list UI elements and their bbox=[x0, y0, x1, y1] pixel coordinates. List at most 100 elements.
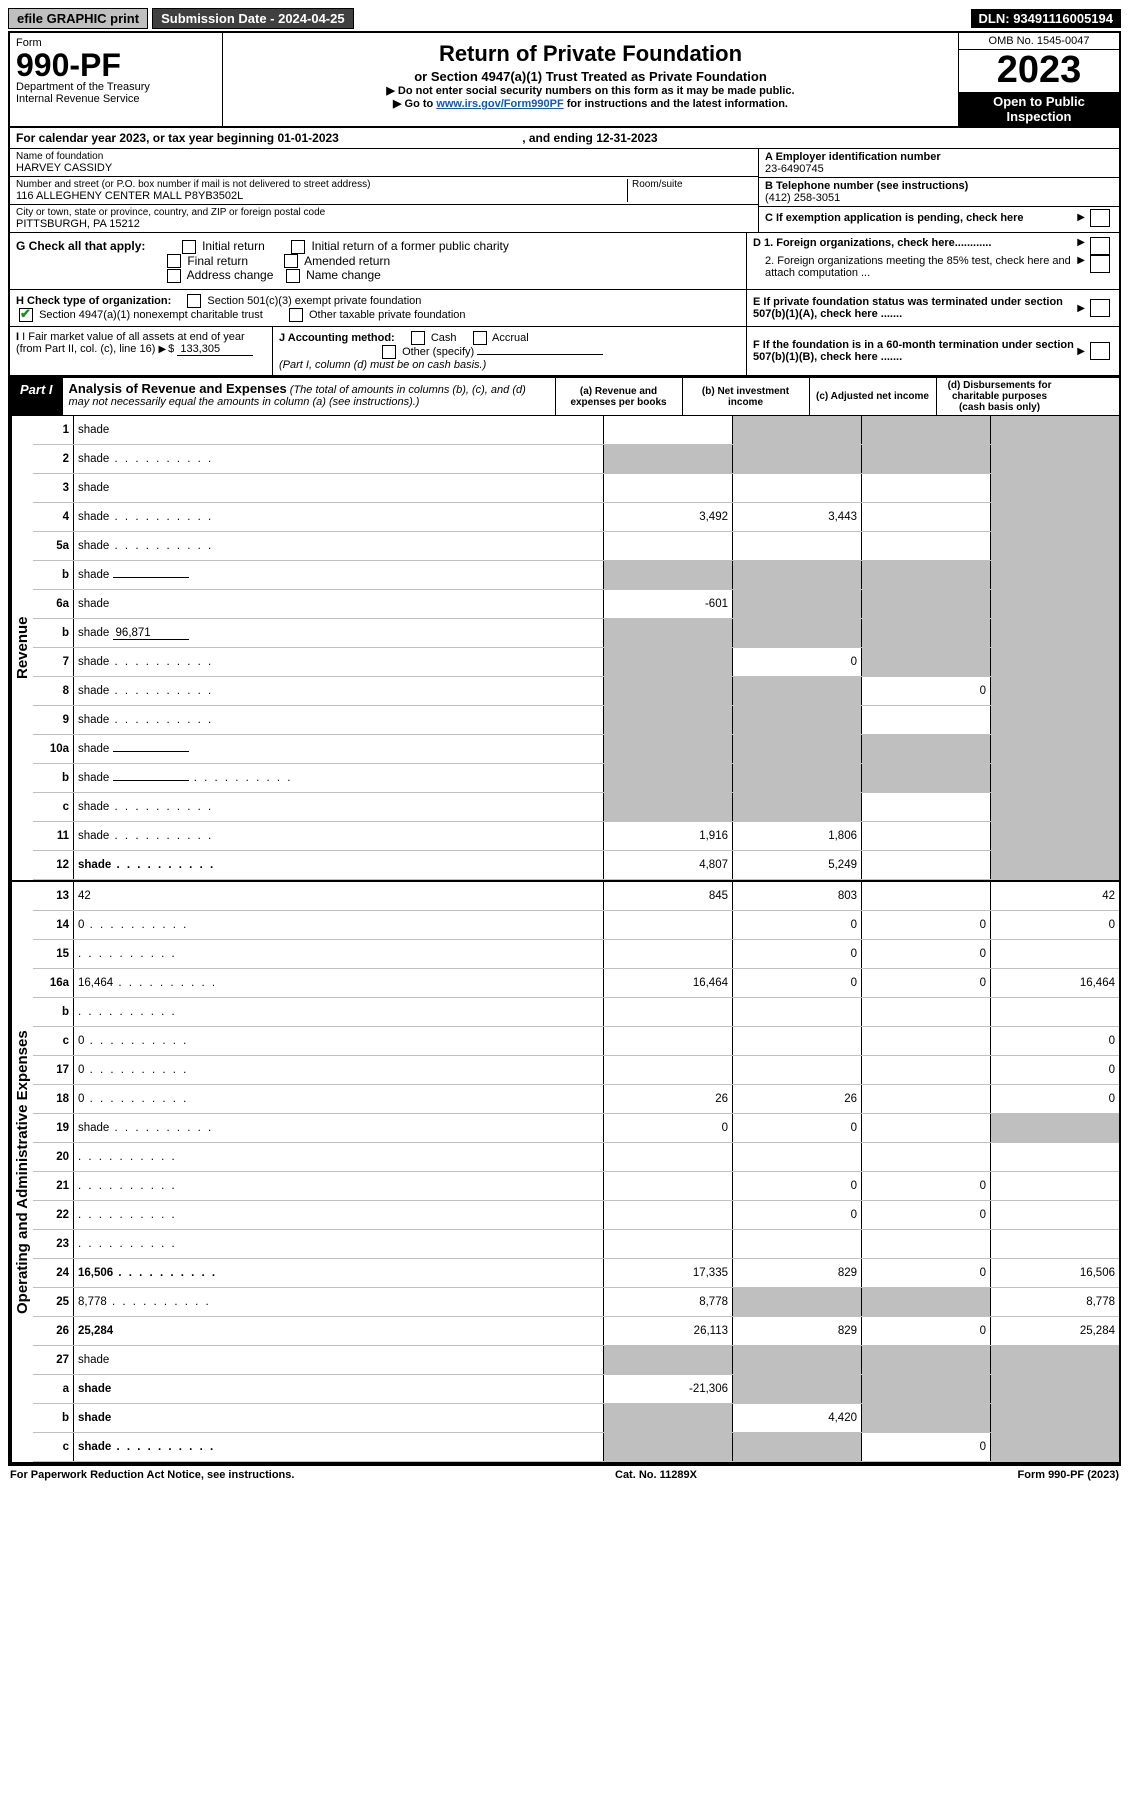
table-row: 2shade bbox=[33, 445, 1119, 474]
expenses-table: 134284580342140000150016a16,46416,464001… bbox=[33, 882, 1119, 1462]
shaded-cell bbox=[862, 590, 991, 619]
inline-amount bbox=[113, 577, 189, 578]
e-checkbox[interactable] bbox=[1090, 299, 1110, 317]
d2-checkbox[interactable] bbox=[1090, 255, 1110, 273]
line-desc: shade bbox=[74, 677, 604, 706]
value-cell bbox=[604, 1230, 733, 1259]
line-desc: shade bbox=[74, 706, 604, 735]
omb-number: OMB No. 1545-0047 bbox=[959, 33, 1119, 50]
line-desc: shade bbox=[74, 1375, 604, 1404]
dln-badge: DLN: 93491116005194 bbox=[971, 9, 1121, 28]
info-right-col: A Employer identification number 23-6490… bbox=[758, 149, 1119, 232]
value-cell: 803 bbox=[733, 882, 862, 911]
line-number: c bbox=[33, 1027, 74, 1056]
table-row: 19shade00 bbox=[33, 1114, 1119, 1143]
shaded-cell bbox=[991, 561, 1120, 590]
h-e-row: H Check type of organization: Section 50… bbox=[10, 290, 1119, 327]
g-initial-former-cb[interactable] bbox=[291, 240, 305, 254]
line-desc: shade bbox=[74, 793, 604, 822]
value-cell: 0 bbox=[862, 969, 991, 998]
value-cell: 0 bbox=[604, 1114, 733, 1143]
line-number: 14 bbox=[33, 911, 74, 940]
part-1-label: Part I bbox=[10, 378, 63, 415]
shaded-cell bbox=[991, 648, 1120, 677]
f-checkbox[interactable] bbox=[1090, 342, 1110, 360]
tax-year: 2023 bbox=[959, 50, 1119, 92]
value-cell: 17,335 bbox=[604, 1259, 733, 1288]
table-row: cshade bbox=[33, 793, 1119, 822]
table-row: bshade4,420 bbox=[33, 1404, 1119, 1433]
value-cell bbox=[604, 1143, 733, 1172]
foundation-name-cell: Name of foundation HARVEY CASSIDY bbox=[10, 149, 758, 177]
table-row: 20 bbox=[33, 1143, 1119, 1172]
irs-link[interactable]: www.irs.gov/Form990PF bbox=[436, 98, 563, 110]
arrow-icon bbox=[1077, 212, 1087, 223]
info-left-col: Name of foundation HARVEY CASSIDY Number… bbox=[10, 149, 758, 232]
value-cell: 845 bbox=[604, 882, 733, 911]
value-cell bbox=[733, 1143, 862, 1172]
value-cell: 0 bbox=[733, 648, 862, 677]
d1-checkbox[interactable] bbox=[1090, 237, 1110, 255]
table-row: 11shade1,9161,806 bbox=[33, 822, 1119, 851]
value-cell bbox=[733, 532, 862, 561]
g-address-change-cb[interactable] bbox=[167, 269, 181, 283]
g-amended-cb[interactable] bbox=[284, 254, 298, 268]
line-number: 8 bbox=[33, 677, 74, 706]
shaded-cell bbox=[991, 1346, 1120, 1375]
shaded-cell bbox=[991, 1114, 1120, 1143]
arrow-icon bbox=[1077, 346, 1087, 357]
table-row: 16a16,46416,4640016,464 bbox=[33, 969, 1119, 998]
header-left: Form 990-PF Department of the Treasury I… bbox=[10, 33, 223, 126]
line-desc: 42 bbox=[74, 882, 604, 911]
line-desc: 0 bbox=[74, 1085, 604, 1114]
value-cell: 0 bbox=[862, 911, 991, 940]
j-accrual-cb[interactable] bbox=[473, 331, 487, 345]
footer-left: For Paperwork Reduction Act Notice, see … bbox=[10, 1469, 294, 1481]
value-cell: 0 bbox=[733, 1172, 862, 1201]
shaded-cell bbox=[862, 416, 991, 445]
col-b-header: (b) Net investment income bbox=[682, 378, 809, 415]
table-row: 9shade bbox=[33, 706, 1119, 735]
line-desc: shade bbox=[74, 474, 604, 503]
h-501c3-cb[interactable] bbox=[187, 294, 201, 308]
arrow-icon bbox=[1077, 303, 1087, 314]
j-cash-cb[interactable] bbox=[411, 331, 425, 345]
form-subtitle: or Section 4947(a)(1) Trust Treated as P… bbox=[229, 69, 952, 84]
table-row: 7shade0 bbox=[33, 648, 1119, 677]
line-number: b bbox=[33, 764, 74, 793]
shaded-cell bbox=[733, 764, 862, 793]
expenses-section: Operating and Administrative Expenses 13… bbox=[10, 880, 1119, 1462]
j-other-cb[interactable] bbox=[382, 345, 396, 359]
g-name-change-cb[interactable] bbox=[286, 269, 300, 283]
line-number: 1 bbox=[33, 416, 74, 445]
g-final-return-cb[interactable] bbox=[167, 254, 181, 268]
line-number: 20 bbox=[33, 1143, 74, 1172]
c-checkbox[interactable] bbox=[1090, 209, 1110, 227]
table-row: bshade bbox=[33, 764, 1119, 793]
line-desc: shade bbox=[74, 503, 604, 532]
part-1-col-headers: (a) Revenue and expenses per books (b) N… bbox=[555, 378, 1119, 415]
top-toolbar: efile GRAPHIC print Submission Date - 20… bbox=[8, 8, 1121, 29]
shaded-cell bbox=[604, 1346, 733, 1375]
shaded-cell bbox=[733, 1375, 862, 1404]
form-header: Form 990-PF Department of the Treasury I… bbox=[10, 33, 1119, 128]
line-desc: 0 bbox=[74, 911, 604, 940]
line-number: 10a bbox=[33, 735, 74, 764]
shaded-cell bbox=[991, 822, 1120, 851]
line-number: 15 bbox=[33, 940, 74, 969]
table-row: 4shade3,4923,443 bbox=[33, 503, 1119, 532]
line-number: c bbox=[33, 1433, 74, 1462]
line-desc bbox=[74, 1172, 604, 1201]
shaded-cell bbox=[604, 445, 733, 474]
g-initial-return-cb[interactable] bbox=[182, 240, 196, 254]
value-cell: 4,807 bbox=[604, 851, 733, 880]
h-4947-cb[interactable] bbox=[19, 308, 33, 322]
value-cell: 829 bbox=[733, 1317, 862, 1346]
efile-print-button[interactable]: efile GRAPHIC print bbox=[8, 8, 148, 29]
shaded-cell bbox=[733, 677, 862, 706]
line-number: 4 bbox=[33, 503, 74, 532]
table-row: 3shade bbox=[33, 474, 1119, 503]
h-other-cb[interactable] bbox=[289, 308, 303, 322]
header-mid: Return of Private Foundation or Section … bbox=[223, 33, 958, 126]
value-cell: -21,306 bbox=[604, 1375, 733, 1404]
